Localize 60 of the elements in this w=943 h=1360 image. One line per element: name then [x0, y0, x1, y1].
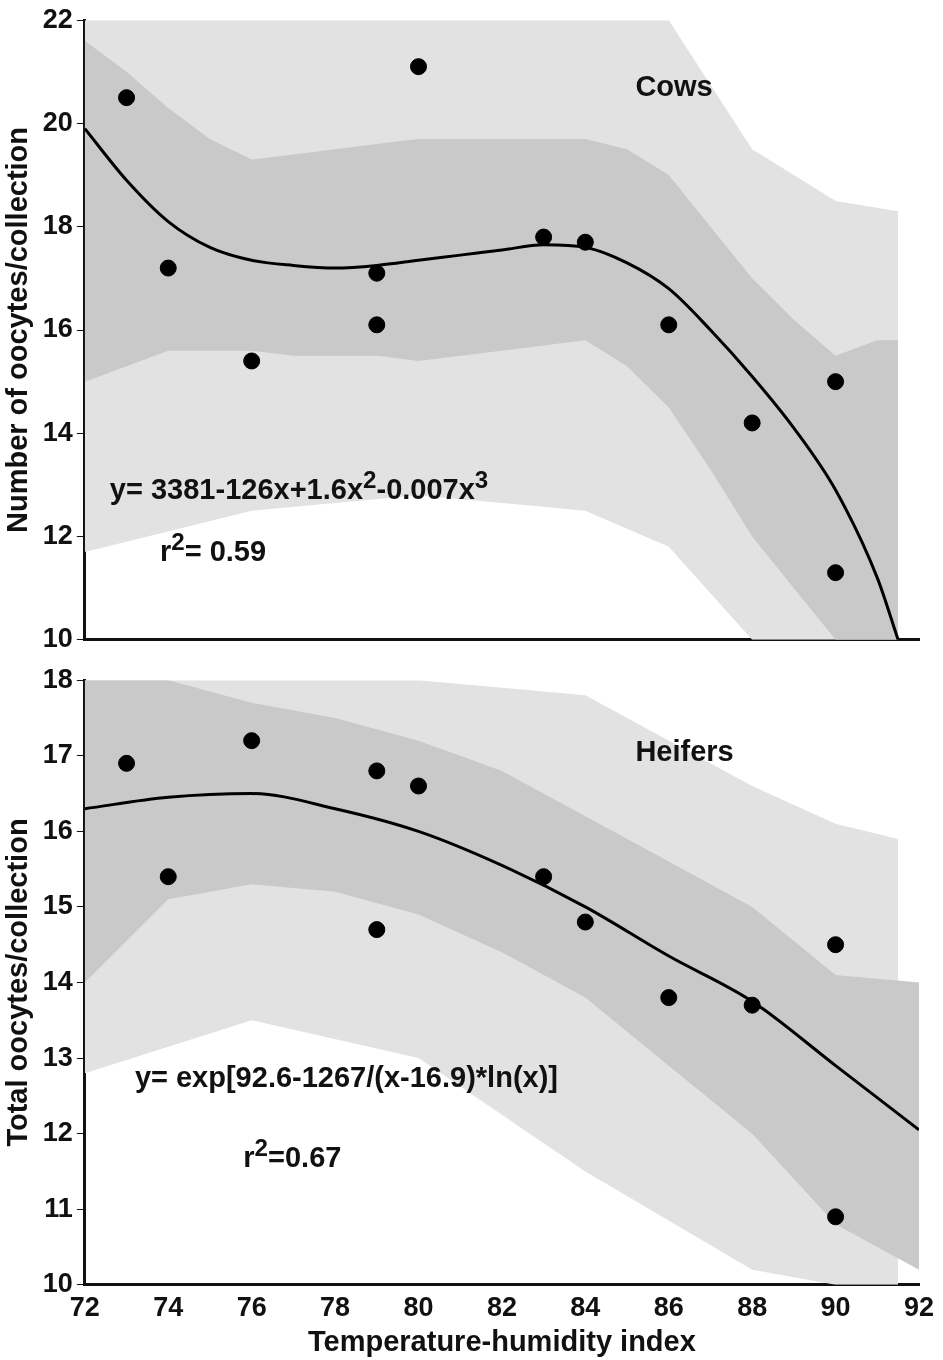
x-tick-label: 76	[236, 1292, 267, 1323]
point	[827, 1208, 845, 1226]
point	[368, 762, 386, 780]
y-tick-label: 13	[42, 1041, 73, 1072]
point	[660, 316, 678, 334]
point	[410, 58, 427, 76]
x-tick-label: 86	[653, 1292, 684, 1323]
annotation: Heifers	[635, 734, 734, 768]
point	[243, 352, 261, 370]
point	[118, 754, 136, 772]
point	[118, 89, 136, 107]
y-tick-label: 10	[42, 623, 73, 654]
point	[368, 264, 386, 282]
point	[660, 989, 678, 1007]
y-tick-label: 17	[42, 739, 73, 770]
point	[535, 228, 553, 246]
x-tick-label: 74	[153, 1292, 184, 1323]
annotation: y= exp[92.6-1267/(x-16.9)*ln(x)]	[134, 1061, 558, 1095]
point	[243, 732, 261, 750]
y-tick-label: 16	[42, 814, 73, 845]
y-tick-label: 20	[42, 106, 73, 137]
y-tick-label: 18	[42, 210, 73, 241]
x-tick-label: 72	[69, 1292, 100, 1323]
y-tick-label: 15	[42, 890, 73, 921]
x-tick-label: 88	[737, 1292, 768, 1323]
point	[159, 259, 177, 277]
y-tick-label: 12	[42, 519, 73, 550]
x-tick-label: 84	[570, 1292, 601, 1323]
y-axis-title: Number of oocytes/collection	[1, 126, 34, 534]
point	[368, 921, 386, 939]
x-tick-label: 92	[903, 1292, 935, 1323]
y-tick-label: 16	[42, 313, 73, 344]
y-tick-label: 18	[42, 663, 73, 694]
y-axis-title: Total oocytes/collection	[1, 818, 34, 1147]
annotation: r$^{2}$=0.67	[243, 1133, 342, 1174]
y-tick-label: 12	[42, 1117, 73, 1148]
y-tick-label: 22	[42, 3, 73, 34]
point	[368, 316, 386, 334]
point	[743, 996, 761, 1014]
point	[576, 913, 594, 931]
point	[159, 868, 177, 886]
point	[827, 564, 845, 582]
point	[410, 777, 427, 795]
y-tick-label: 14	[42, 416, 73, 447]
x-axis-title: Temperature-humidity index	[308, 1324, 696, 1357]
y-tick-label: 11	[44, 1192, 73, 1223]
annotation: Cows	[635, 69, 713, 103]
point	[535, 868, 553, 886]
annotation: r$^{2}$= 0.59	[159, 528, 267, 568]
x-tick-label: 90	[820, 1292, 851, 1323]
y-tick-label: 14	[42, 965, 73, 996]
x-tick-label: 80	[403, 1292, 434, 1323]
x-tick-label: 82	[486, 1292, 517, 1323]
x-tick-label: 78	[320, 1292, 351, 1323]
point	[827, 936, 845, 954]
annotation: y= 3381-126x+1.6x$^{2}$-0.007x$^{3}$	[109, 466, 489, 506]
point	[827, 373, 845, 391]
point	[576, 233, 594, 251]
line-series	[84, 792, 919, 1132]
point	[743, 414, 761, 432]
